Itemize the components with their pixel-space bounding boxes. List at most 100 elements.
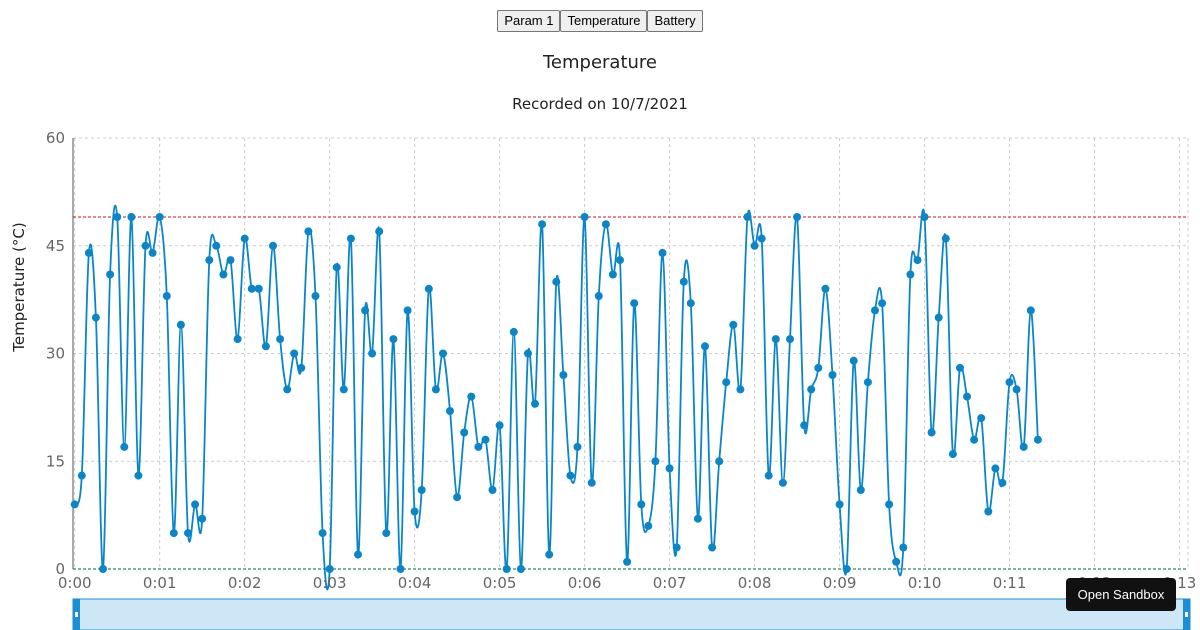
data-point[interactable] bbox=[573, 442, 582, 451]
data-point[interactable] bbox=[283, 385, 292, 394]
data-point[interactable] bbox=[778, 478, 787, 487]
data-point[interactable] bbox=[212, 241, 221, 250]
data-point[interactable] bbox=[290, 349, 299, 358]
data-point[interactable] bbox=[984, 507, 993, 516]
data-point[interactable] bbox=[665, 464, 674, 473]
data-point[interactable] bbox=[91, 313, 100, 322]
open-sandbox-button[interactable]: Open Sandbox bbox=[1066, 578, 1176, 611]
data-point[interactable] bbox=[842, 565, 851, 573]
data-point[interactable] bbox=[644, 521, 653, 530]
data-point[interactable] bbox=[516, 565, 525, 573]
battery-button[interactable]: Battery bbox=[647, 10, 703, 32]
data-point[interactable] bbox=[899, 543, 908, 552]
data-point[interactable] bbox=[191, 500, 200, 509]
data-point[interactable] bbox=[481, 435, 490, 444]
data-point[interactable] bbox=[254, 284, 263, 293]
data-point[interactable] bbox=[431, 385, 440, 394]
data-point[interactable] bbox=[106, 270, 115, 279]
data-point[interactable] bbox=[162, 292, 171, 300]
data-point[interactable] bbox=[630, 299, 639, 308]
data-point[interactable] bbox=[637, 500, 646, 509]
data-point[interactable] bbox=[906, 270, 915, 279]
data-point[interactable] bbox=[488, 486, 497, 494]
data-point[interactable] bbox=[368, 349, 377, 358]
data-point[interactable] bbox=[219, 270, 228, 279]
data-point[interactable] bbox=[198, 514, 207, 523]
data-point[interactable] bbox=[332, 263, 341, 272]
data-point[interactable] bbox=[354, 550, 362, 559]
data-point[interactable] bbox=[998, 478, 1007, 487]
data-point[interactable] bbox=[134, 471, 143, 480]
data-point[interactable] bbox=[99, 565, 107, 573]
data-point[interactable] bbox=[1026, 306, 1035, 315]
data-point[interactable] bbox=[814, 363, 823, 372]
data-point[interactable] bbox=[205, 256, 214, 265]
data-point[interactable] bbox=[708, 543, 717, 552]
data-point[interactable] bbox=[679, 277, 688, 286]
data-point[interactable] bbox=[821, 284, 830, 293]
data-point[interactable] bbox=[835, 500, 844, 509]
data-point[interactable] bbox=[552, 277, 561, 286]
data-point[interactable] bbox=[793, 213, 802, 221]
data-point[interactable] bbox=[453, 493, 462, 502]
data-point[interactable] bbox=[715, 457, 724, 466]
data-point[interactable] bbox=[956, 363, 964, 372]
data-point[interactable] bbox=[339, 385, 348, 394]
data-point[interactable] bbox=[927, 428, 936, 437]
data-point[interactable] bbox=[226, 256, 235, 265]
data-point[interactable] bbox=[941, 234, 950, 243]
data-point[interactable] bbox=[474, 442, 483, 451]
data-point[interactable] bbox=[1033, 435, 1042, 444]
data-point[interactable] bbox=[410, 507, 419, 516]
range-slider-track[interactable] bbox=[72, 598, 1191, 630]
data-point[interactable] bbox=[686, 299, 695, 308]
data-point[interactable] bbox=[701, 342, 709, 351]
data-point[interactable] bbox=[977, 414, 986, 423]
data-point[interactable] bbox=[1019, 442, 1028, 451]
data-point[interactable] bbox=[693, 514, 702, 523]
data-point[interactable] bbox=[920, 213, 929, 221]
data-point[interactable] bbox=[892, 557, 901, 566]
data-point[interactable] bbox=[297, 363, 306, 372]
data-point[interactable] bbox=[439, 349, 447, 358]
data-point[interactable] bbox=[276, 335, 285, 344]
data-point[interactable] bbox=[580, 213, 589, 221]
data-point[interactable] bbox=[460, 428, 469, 437]
data-point[interactable] bbox=[509, 327, 518, 336]
data-point[interactable] bbox=[311, 292, 320, 300]
temperature-button[interactable]: Temperature bbox=[560, 10, 648, 32]
data-point[interactable] bbox=[786, 335, 794, 344]
data-point[interactable] bbox=[524, 349, 532, 358]
data-point[interactable] bbox=[764, 471, 773, 480]
data-point[interactable] bbox=[616, 256, 624, 265]
data-point[interactable] bbox=[885, 500, 894, 509]
data-point[interactable] bbox=[467, 392, 476, 401]
data-point[interactable] bbox=[84, 248, 93, 257]
data-point[interactable] bbox=[566, 471, 575, 480]
data-point[interactable] bbox=[325, 565, 334, 573]
data-point[interactable] bbox=[934, 313, 943, 322]
data-point[interactable] bbox=[417, 486, 426, 494]
param1-button[interactable]: Param 1 bbox=[497, 10, 561, 32]
data-point[interactable] bbox=[375, 227, 384, 236]
data-point[interactable] bbox=[155, 213, 164, 221]
data-point[interactable] bbox=[736, 385, 745, 394]
data-point[interactable] bbox=[148, 248, 157, 257]
data-point[interactable] bbox=[672, 543, 681, 552]
data-point[interactable] bbox=[729, 320, 738, 329]
data-point[interactable] bbox=[587, 478, 596, 487]
data-point[interactable] bbox=[113, 213, 122, 221]
data-point[interactable] bbox=[970, 435, 979, 444]
data-point[interactable] bbox=[651, 457, 660, 466]
data-point[interactable] bbox=[623, 557, 632, 566]
data-point[interactable] bbox=[559, 371, 568, 379]
data-point[interactable] bbox=[127, 213, 136, 221]
data-point[interactable] bbox=[878, 299, 887, 308]
data-point[interactable] bbox=[913, 256, 922, 265]
data-point[interactable] bbox=[722, 378, 731, 387]
data-point[interactable] bbox=[856, 486, 865, 494]
data-point[interactable] bbox=[538, 220, 547, 229]
data-point[interactable] bbox=[948, 450, 957, 459]
data-point[interactable] bbox=[247, 284, 256, 293]
data-point[interactable] bbox=[120, 442, 129, 451]
